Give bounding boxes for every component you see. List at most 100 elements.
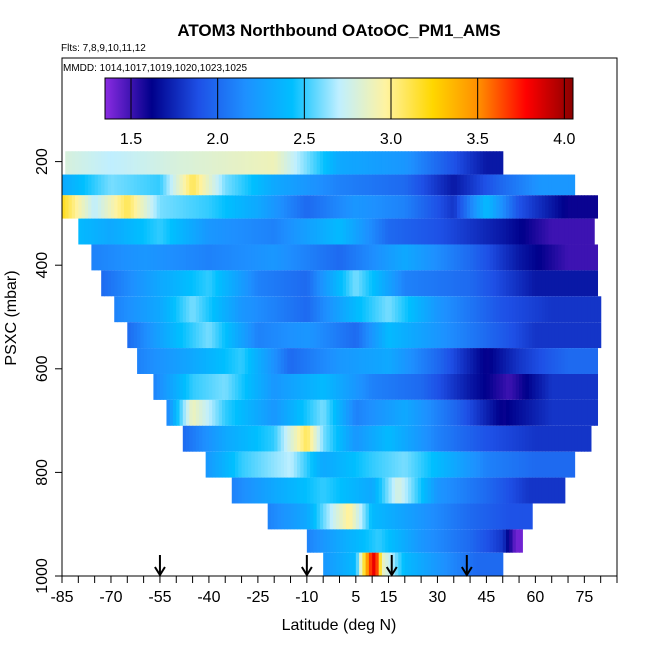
band-6-cell bbox=[124, 296, 128, 323]
band-11-cell bbox=[280, 425, 285, 452]
x-tick-label-2: -55 bbox=[148, 589, 171, 606]
band-12-cell bbox=[267, 451, 272, 478]
arrow-2 bbox=[385, 555, 398, 577]
band-10-cell bbox=[450, 399, 455, 426]
band-12-cell bbox=[486, 451, 491, 478]
band-10-cell bbox=[316, 399, 321, 426]
band-0-cell bbox=[257, 151, 262, 175]
band-3-cell bbox=[306, 218, 311, 245]
band-9-cell bbox=[492, 373, 497, 400]
band-1-cell bbox=[528, 174, 533, 196]
band-10-cell bbox=[176, 399, 181, 426]
band-1-cell bbox=[512, 174, 517, 196]
band-3-cell bbox=[528, 218, 533, 245]
band-3-cell bbox=[532, 218, 536, 245]
band-8-cell bbox=[378, 348, 383, 374]
band-9-cell bbox=[515, 373, 520, 400]
band-8-cell bbox=[551, 348, 556, 374]
band-10-cell bbox=[434, 399, 439, 426]
arrow-head bbox=[385, 566, 398, 577]
band-7-cell bbox=[264, 322, 269, 349]
band-0-cell bbox=[303, 151, 308, 175]
band-9-cell bbox=[476, 373, 481, 400]
band-3-cell bbox=[192, 218, 197, 245]
band-4-cell bbox=[352, 244, 357, 271]
band-8-cell bbox=[182, 348, 187, 374]
band-3-cell bbox=[179, 218, 184, 245]
band-7-cell bbox=[300, 322, 305, 349]
band-11-cell bbox=[372, 425, 377, 452]
band-7-cell bbox=[313, 322, 318, 349]
band-3-cell bbox=[368, 218, 373, 245]
band-8-cell bbox=[290, 348, 295, 374]
band-4-cell bbox=[221, 244, 226, 271]
band-9-cell bbox=[381, 373, 386, 400]
band-2-cell bbox=[581, 195, 585, 219]
band-5-cell bbox=[466, 270, 471, 297]
band-8-cell bbox=[251, 348, 256, 374]
band-4-cell bbox=[365, 244, 370, 271]
band-2-cell bbox=[107, 195, 112, 219]
band-7-cell bbox=[228, 322, 233, 349]
band-8-cell bbox=[231, 348, 236, 374]
band-0-cell bbox=[120, 151, 125, 175]
band-7-cell bbox=[489, 322, 494, 349]
band-5-cell bbox=[541, 270, 546, 297]
band-5-cell bbox=[238, 270, 243, 297]
band-2-cell bbox=[215, 195, 220, 219]
band-2-cell bbox=[460, 195, 465, 219]
band-1-cell bbox=[97, 174, 102, 196]
band-6-cell bbox=[388, 296, 393, 323]
band-11-cell bbox=[430, 425, 435, 452]
band-3-cell bbox=[163, 218, 168, 245]
band-4-cell bbox=[176, 244, 181, 271]
band-1-cell bbox=[473, 174, 478, 196]
band-15-cell bbox=[329, 529, 334, 553]
band-7-cell bbox=[342, 322, 347, 349]
band-8 bbox=[137, 348, 599, 374]
band-13-cell bbox=[310, 477, 314, 504]
band-8-cell bbox=[192, 348, 197, 374]
band-3-cell bbox=[319, 218, 324, 245]
band-4-cell bbox=[156, 244, 161, 271]
band-11-cell bbox=[519, 425, 523, 452]
band-10-cell bbox=[587, 399, 592, 426]
band-10-cell bbox=[336, 399, 341, 426]
band-3-cell bbox=[91, 218, 96, 245]
band-7-cell bbox=[499, 322, 504, 349]
band-6-cell bbox=[277, 296, 282, 323]
band-11-cell bbox=[261, 425, 266, 452]
band-1-cell bbox=[235, 174, 239, 196]
band-0-cell bbox=[492, 151, 497, 175]
band-3-cell bbox=[486, 218, 491, 245]
band-6-cell bbox=[218, 296, 223, 323]
band-1-cell bbox=[332, 174, 337, 196]
band-7-cell bbox=[150, 322, 155, 349]
band-11-cell bbox=[231, 425, 236, 452]
band-5-cell bbox=[558, 270, 563, 297]
band-11-cell bbox=[417, 425, 422, 452]
band-3-cell bbox=[509, 218, 514, 245]
band-6-cell bbox=[238, 296, 243, 323]
band-7-cell bbox=[329, 322, 334, 349]
band-10-cell bbox=[290, 399, 295, 426]
band-4-cell bbox=[355, 244, 360, 271]
band-1-cell bbox=[430, 174, 435, 196]
band-16-cell bbox=[411, 552, 416, 576]
band-4-cell bbox=[584, 244, 589, 271]
band-10-cell bbox=[254, 399, 259, 426]
band-11-cell bbox=[460, 425, 465, 452]
band-5-cell bbox=[127, 270, 132, 297]
flights-note: Flts: 7,8,9,10,11,12 bbox=[61, 43, 146, 54]
band-7-cell bbox=[532, 322, 536, 349]
band-6-cell bbox=[509, 296, 514, 323]
band-2-cell bbox=[110, 195, 115, 219]
band-13-cell bbox=[519, 477, 523, 504]
band-12-cell bbox=[218, 451, 223, 478]
band-0-cell bbox=[192, 151, 197, 175]
band-14-cell bbox=[267, 503, 272, 530]
band-0-cell bbox=[395, 151, 399, 175]
band-1-cell bbox=[349, 174, 354, 196]
band-10-cell bbox=[457, 399, 461, 426]
band-8-cell bbox=[470, 348, 474, 374]
